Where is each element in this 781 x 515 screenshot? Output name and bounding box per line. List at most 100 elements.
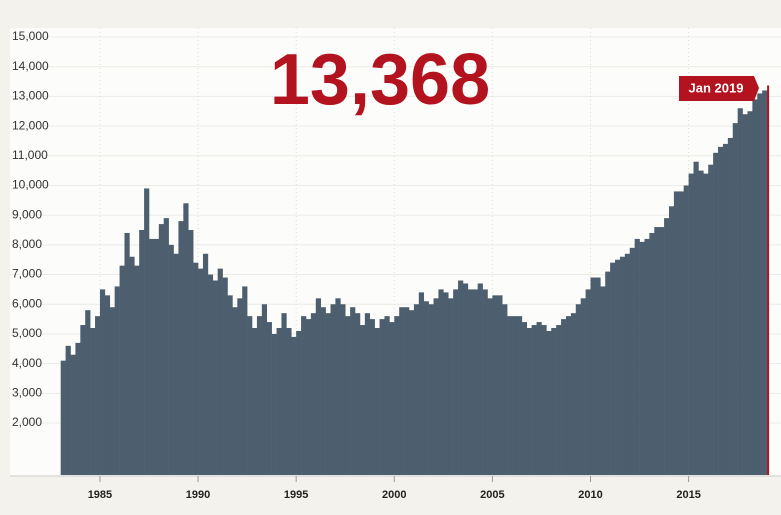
x-tick-label: 2000 — [382, 489, 406, 501]
bar — [104, 295, 111, 475]
bar — [668, 206, 675, 475]
bar — [305, 319, 312, 475]
bar — [178, 221, 184, 475]
bar — [330, 304, 336, 475]
bar — [281, 313, 287, 475]
bar — [119, 265, 125, 475]
bar — [153, 238, 160, 475]
x-tick-label: 2010 — [578, 489, 602, 501]
bar — [737, 108, 743, 476]
bar — [472, 289, 478, 475]
bar — [394, 316, 400, 475]
bar — [369, 319, 375, 475]
bar — [487, 298, 493, 475]
bar — [595, 277, 601, 475]
x-tick-label: 1995 — [284, 489, 308, 501]
bar — [95, 316, 101, 475]
bar — [99, 289, 106, 475]
bar — [742, 114, 748, 475]
bar — [516, 316, 523, 475]
bar — [512, 316, 518, 475]
bar — [232, 307, 238, 475]
bar — [492, 295, 498, 475]
labels: 2,000 3,000 4,000 5,000 6,000 7,000 8,000 9,000… — [12, 29, 701, 501]
bar — [752, 99, 758, 476]
bar — [291, 336, 297, 475]
bar — [428, 304, 434, 475]
bar — [531, 325, 537, 475]
bar — [271, 333, 277, 475]
bar — [296, 330, 302, 475]
date-label: Jan 2019 — [689, 80, 744, 95]
bar — [688, 173, 694, 475]
bar — [462, 283, 469, 475]
bar — [507, 316, 513, 475]
bar — [379, 319, 385, 475]
x-tick-label: 1990 — [186, 489, 210, 501]
bar — [413, 304, 420, 475]
bar — [438, 289, 444, 475]
bar — [551, 328, 557, 475]
y-tick-label: 8,000 — [12, 237, 42, 251]
bar — [502, 304, 508, 475]
bar — [732, 123, 738, 475]
bar — [722, 143, 729, 476]
bar — [207, 274, 214, 475]
bar — [173, 253, 179, 475]
bar — [256, 316, 263, 475]
bar — [60, 360, 66, 475]
bar — [374, 328, 380, 475]
bar — [408, 310, 415, 475]
bar — [727, 137, 734, 475]
headline-value: 13,368 — [270, 40, 490, 120]
y-tick-label: 12,000 — [12, 118, 49, 132]
bar — [266, 322, 272, 475]
date-tag — [679, 76, 759, 101]
y-tick-label: 5,000 — [12, 326, 42, 340]
bar — [458, 280, 464, 475]
bar — [384, 316, 390, 475]
bar — [615, 259, 621, 475]
y-tick-label: 6,000 — [12, 296, 42, 310]
highlight-bar — [767, 85, 770, 476]
bar — [747, 111, 753, 475]
bar — [570, 313, 577, 475]
y-tick-label: 9,000 — [12, 207, 42, 221]
bar — [139, 230, 145, 475]
bar — [418, 292, 425, 475]
bar — [546, 330, 552, 475]
bar — [85, 310, 91, 475]
bar — [242, 286, 248, 475]
bar — [619, 256, 626, 475]
bar — [399, 307, 405, 475]
bar — [124, 232, 130, 475]
bar — [497, 295, 503, 475]
bar — [301, 316, 307, 475]
bar — [198, 268, 204, 475]
bar — [443, 292, 449, 475]
bar — [624, 253, 631, 475]
y-tick-label: 4,000 — [12, 356, 42, 370]
bar — [580, 298, 586, 475]
bar — [659, 227, 665, 475]
bar — [359, 325, 366, 475]
bar — [605, 271, 611, 475]
bar — [575, 304, 581, 475]
bar — [565, 316, 572, 475]
y-tick-label: 3,000 — [12, 386, 42, 400]
bar — [590, 277, 596, 475]
bar — [261, 304, 268, 475]
bar — [90, 328, 96, 475]
y-tick-label: 7,000 — [12, 267, 42, 281]
bar — [718, 146, 724, 475]
bar — [649, 232, 655, 475]
bar — [610, 262, 616, 475]
bar — [693, 161, 699, 476]
bar — [350, 307, 356, 475]
bar — [448, 298, 454, 475]
x-tick-label: 2015 — [676, 489, 700, 501]
bar — [703, 173, 709, 475]
bar — [114, 286, 120, 475]
bar — [144, 188, 150, 475]
